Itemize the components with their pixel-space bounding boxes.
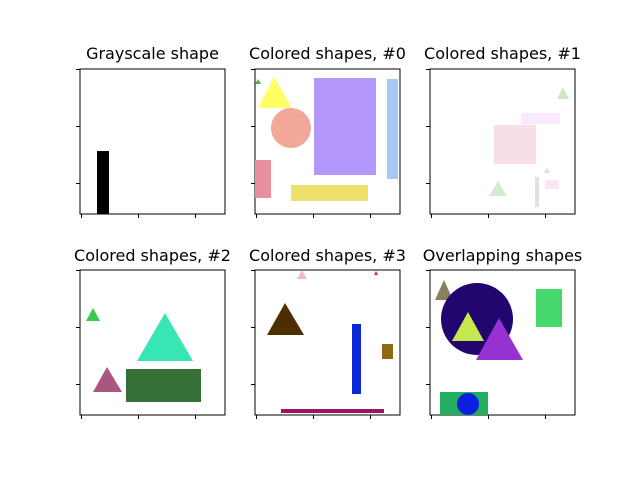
tick-marks	[251, 270, 371, 419]
shape-triangle	[255, 79, 261, 84]
panel-colored-2	[76, 269, 226, 419]
shape-triangle	[435, 280, 453, 300]
shape-rect	[535, 177, 539, 207]
shape-rect	[545, 180, 559, 189]
shape-rect	[314, 78, 376, 175]
shape-triangle	[452, 312, 484, 341]
panel-colored-1	[426, 68, 576, 218]
tick-marks	[76, 69, 196, 218]
shape-circle	[457, 393, 479, 415]
tick-marks	[251, 69, 371, 218]
tick-marks	[426, 69, 546, 218]
shape-circle	[271, 108, 311, 148]
panel-colored-3	[251, 269, 401, 419]
shape-rect	[291, 185, 368, 201]
panel-title-colored-1: Colored shapes, #1	[424, 44, 581, 63]
shape-triangle	[476, 318, 523, 360]
panel-title-colored-0: Colored shapes, #0	[249, 44, 406, 63]
axes-frame	[254, 269, 401, 416]
shape-triangle	[544, 168, 550, 173]
shape-triangle	[267, 303, 304, 335]
shape-rect	[536, 289, 562, 327]
shape-rect	[255, 160, 271, 198]
shape-rect	[281, 409, 384, 413]
panel-grayscale	[76, 68, 226, 218]
shape-triangle	[258, 77, 292, 108]
shape-triangle	[297, 270, 307, 279]
panel-overlapping	[426, 269, 576, 419]
shape-triangle	[93, 367, 122, 392]
shape-triangle	[374, 271, 378, 275]
tick-marks	[76, 270, 196, 419]
shape-rect	[387, 79, 398, 179]
panel-title-colored-2: Colored shapes, #2	[74, 246, 231, 265]
shape-rect	[494, 125, 536, 164]
shape-triangle	[86, 308, 100, 321]
panel-title-grayscale: Grayscale shape	[86, 44, 219, 63]
panel-title-colored-3: Colored shapes, #3	[249, 246, 406, 265]
shape-rect	[97, 151, 109, 214]
tick-marks	[426, 270, 546, 419]
panel-title-overlapping: Overlapping shapes	[422, 246, 583, 265]
shape-rect	[521, 113, 560, 124]
shape-rect	[352, 324, 361, 394]
shape-triangle	[557, 87, 569, 99]
shape-triangle	[489, 181, 507, 196]
shape-rect	[382, 344, 393, 359]
shape-rect	[126, 369, 201, 402]
panel-colored-0	[251, 68, 401, 218]
shape-triangle	[137, 313, 193, 361]
